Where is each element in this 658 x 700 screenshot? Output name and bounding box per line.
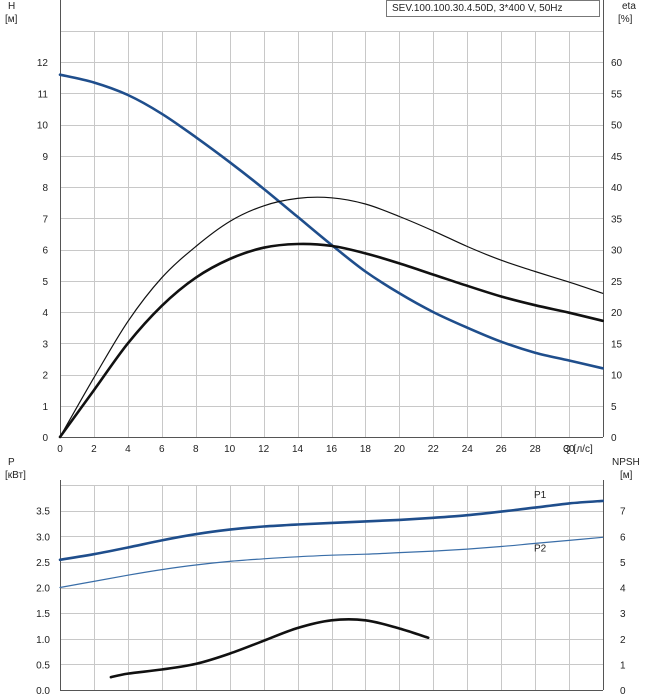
y-tick-label-right: 45 xyxy=(611,152,623,163)
x-tick-label: 20 xyxy=(394,444,406,455)
x-tick-label: 30 xyxy=(564,444,576,455)
y-tick-label-left-bottom: 2.0 xyxy=(36,584,50,595)
series-line-top-2 xyxy=(58,242,604,439)
series-line-bottom-0 xyxy=(58,499,604,562)
y-tick-label-right: 0 xyxy=(611,433,617,444)
x-tick-label: 6 xyxy=(159,444,165,455)
y-tick-label-right: 50 xyxy=(611,121,623,132)
x-axis-title-q: Q [л/с] xyxy=(563,444,593,455)
x-tick-label: 2 xyxy=(91,444,97,455)
x-tick-label: 26 xyxy=(496,444,508,455)
x-tick-label: 10 xyxy=(224,444,236,455)
y-tick-label-left-bottom: 3.5 xyxy=(36,507,50,518)
y-tick-label-right: 10 xyxy=(611,371,623,382)
y-tick-label-right-bottom: 6 xyxy=(620,532,626,543)
y-tick-label-left: 5 xyxy=(42,277,48,288)
y-tick-label-left: 0 xyxy=(42,433,48,444)
y-tick-label-left-bottom: 2.5 xyxy=(36,558,50,569)
y-tick-label-right: 60 xyxy=(611,58,623,69)
y-axis-title-eta: eta xyxy=(622,1,636,12)
y-tick-label-left-bottom: 0.5 xyxy=(36,660,50,671)
y-tick-label-left: 12 xyxy=(37,58,49,69)
x-tick-label: 16 xyxy=(326,444,338,455)
x-tick-label: 28 xyxy=(530,444,542,455)
series-label-p1: P1 xyxy=(534,490,547,501)
series-line-top-1 xyxy=(59,196,604,438)
y-axis-unit-eta: [%] xyxy=(618,14,633,25)
y-tick-label-right: 5 xyxy=(611,402,617,413)
y-axis-unit-h: [м] xyxy=(5,14,18,25)
y-tick-label-left: 8 xyxy=(42,183,48,194)
y-tick-label-left: 10 xyxy=(37,121,49,132)
y-axis-title-p: P xyxy=(8,457,15,468)
y-tick-label-right-bottom: 5 xyxy=(620,558,626,569)
y-tick-label-left: 7 xyxy=(42,214,48,225)
x-tick-label: 18 xyxy=(360,444,372,455)
series-line-bottom-2 xyxy=(109,617,430,679)
y-tick-label-right: 25 xyxy=(611,277,623,288)
x-tick-label: 12 xyxy=(258,444,270,455)
y-axis-unit-npsh: [м] xyxy=(620,470,633,481)
y-axis-title-npsh: NPSH xyxy=(612,457,640,468)
y-tick-label-right: 35 xyxy=(611,214,623,225)
y-tick-label-right-bottom: 0 xyxy=(620,686,626,697)
series-label-p2: P2 xyxy=(534,543,547,554)
y-tick-label-left: 6 xyxy=(42,246,48,257)
y-tick-label-left: 11 xyxy=(38,89,49,100)
y-tick-label-right: 55 xyxy=(611,89,623,100)
y-tick-label-left-bottom: 1.0 xyxy=(36,635,50,646)
y-tick-label-right: 40 xyxy=(611,183,623,194)
x-tick-label: 24 xyxy=(462,444,474,455)
y-tick-label-right: 15 xyxy=(611,339,623,350)
y-tick-label-left-bottom: 0.0 xyxy=(36,686,50,697)
x-tick-label: 14 xyxy=(292,444,304,455)
y-tick-label-right-bottom: 7 xyxy=(620,507,626,518)
series-line-bottom-1 xyxy=(59,536,604,589)
x-tick-label: 0 xyxy=(57,444,63,455)
series-line-top-0 xyxy=(58,73,604,370)
y-tick-label-left-bottom: 1.5 xyxy=(36,609,50,620)
y-tick-label-left-bottom: 3.0 xyxy=(36,532,50,543)
y-tick-label-right-bottom: 3 xyxy=(620,609,626,620)
x-tick-label: 4 xyxy=(125,444,131,455)
y-tick-label-right: 20 xyxy=(611,308,623,319)
y-tick-label-right-bottom: 2 xyxy=(620,635,626,646)
y-tick-label-right: 30 xyxy=(611,246,623,257)
y-axis-title-h: H xyxy=(8,1,15,12)
y-tick-label-left: 9 xyxy=(42,152,48,163)
y-tick-label-left: 1 xyxy=(42,402,48,413)
y-tick-label-right-bottom: 1 xyxy=(620,660,626,671)
y-tick-label-left: 2 xyxy=(42,371,48,382)
y-tick-label-left: 4 xyxy=(42,308,48,319)
x-tick-label: 8 xyxy=(193,444,199,455)
x-tick-label: 22 xyxy=(428,444,440,455)
chart-legend-box: SEV.100.100.30.4.50D, 3*400 V, 50Hz xyxy=(386,0,600,17)
y-axis-unit-p: [кВт] xyxy=(5,470,26,481)
y-tick-label-left: 3 xyxy=(42,339,48,350)
y-tick-label-right-bottom: 4 xyxy=(620,584,626,595)
